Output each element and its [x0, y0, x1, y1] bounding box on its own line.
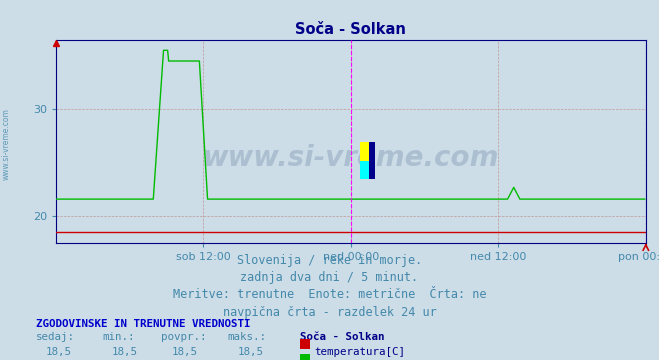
Text: zadnja dva dni / 5 minut.: zadnja dva dni / 5 minut.: [241, 271, 418, 284]
Text: Soča - Solkan: Soča - Solkan: [300, 332, 384, 342]
Text: sedaj:: sedaj:: [36, 332, 75, 342]
Polygon shape: [360, 142, 368, 161]
Text: www.si-vreme.com: www.si-vreme.com: [2, 108, 11, 180]
Text: 18,5: 18,5: [237, 347, 263, 357]
Text: Meritve: trenutne  Enote: metrične  Črta: ne: Meritve: trenutne Enote: metrične Črta: …: [173, 288, 486, 301]
Text: navpična črta - razdelek 24 ur: navpična črta - razdelek 24 ur: [223, 306, 436, 319]
Text: temperatura[C]: temperatura[C]: [314, 347, 405, 357]
Polygon shape: [368, 142, 376, 179]
Text: povpr.:: povpr.:: [161, 332, 207, 342]
Polygon shape: [360, 161, 368, 179]
Text: 18,5: 18,5: [46, 347, 72, 357]
Text: 18,5: 18,5: [171, 347, 197, 357]
Text: Slovenija / reke in morje.: Slovenija / reke in morje.: [237, 254, 422, 267]
Text: min.:: min.:: [102, 332, 134, 342]
Title: Soča - Solkan: Soča - Solkan: [295, 22, 407, 37]
Text: 18,5: 18,5: [112, 347, 138, 357]
Text: ZGODOVINSKE IN TRENUTNE VREDNOSTI: ZGODOVINSKE IN TRENUTNE VREDNOSTI: [36, 319, 250, 329]
Text: www.si-vreme.com: www.si-vreme.com: [203, 144, 499, 172]
Text: maks.:: maks.:: [227, 332, 266, 342]
